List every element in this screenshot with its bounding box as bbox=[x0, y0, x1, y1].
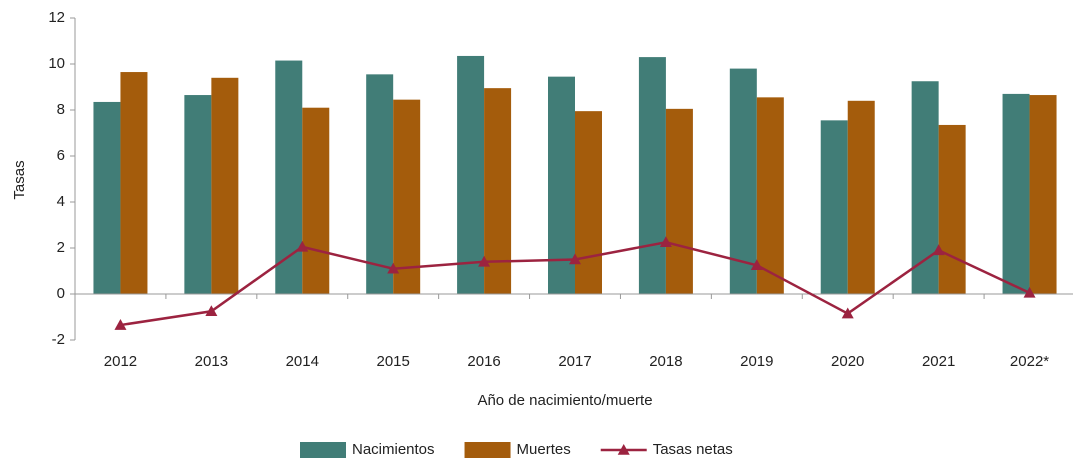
line-marker bbox=[841, 307, 854, 319]
legend-swatch-marker bbox=[617, 444, 630, 455]
y-tick-label: 6 bbox=[57, 147, 65, 164]
y-tick-label: 12 bbox=[48, 9, 65, 26]
y-tick-label: 0 bbox=[57, 285, 65, 302]
bar bbox=[847, 100, 875, 294]
legend-swatch bbox=[300, 442, 346, 458]
bar bbox=[820, 120, 848, 294]
line-marker bbox=[478, 255, 491, 267]
bar bbox=[1029, 95, 1057, 294]
bar bbox=[275, 60, 303, 294]
line-marker bbox=[569, 253, 581, 265]
x-tick-label: 2016 bbox=[467, 353, 500, 370]
bar bbox=[665, 108, 693, 294]
line-marker bbox=[205, 305, 218, 317]
bar bbox=[484, 88, 512, 295]
legend-swatch bbox=[464, 442, 511, 458]
legend-label: Muertes bbox=[517, 441, 571, 458]
bar bbox=[93, 101, 121, 294]
bar bbox=[756, 97, 784, 294]
x-tick-label: 2021 bbox=[922, 353, 955, 370]
bar bbox=[729, 68, 757, 294]
line-marker bbox=[932, 244, 945, 256]
x-tick-label: 2012 bbox=[104, 353, 137, 370]
line-marker bbox=[114, 319, 127, 330]
x-axis-title: Año de nacimiento/muerte bbox=[477, 392, 652, 409]
line-marker bbox=[659, 236, 672, 248]
y-tick-label: 4 bbox=[57, 193, 65, 210]
x-tick-label: 2017 bbox=[558, 353, 591, 370]
y-tick-label: -2 bbox=[52, 331, 65, 348]
bar bbox=[575, 111, 602, 295]
line-marker bbox=[296, 240, 309, 252]
line-marker bbox=[750, 259, 763, 271]
x-tick-label: 2013 bbox=[195, 353, 228, 370]
y-tick-label: 2 bbox=[57, 239, 65, 256]
bar bbox=[938, 124, 966, 294]
y-tick-label: 10 bbox=[48, 55, 65, 72]
x-tick-label: 2020 bbox=[831, 353, 864, 370]
line-marker bbox=[1023, 286, 1036, 298]
bar bbox=[120, 72, 148, 294]
y-tick-label: 8 bbox=[57, 101, 65, 118]
bar bbox=[211, 77, 239, 294]
x-tick-label: 2022* bbox=[1010, 353, 1049, 370]
y-axis-title: Tasas bbox=[11, 160, 28, 199]
bar bbox=[366, 74, 394, 294]
bar bbox=[184, 95, 212, 294]
bar bbox=[393, 99, 421, 295]
bar bbox=[1002, 93, 1030, 295]
bar bbox=[911, 81, 939, 294]
x-tick-label: 2014 bbox=[286, 353, 319, 370]
x-tick-label: 2019 bbox=[740, 353, 773, 370]
x-tick-label: 2015 bbox=[376, 353, 409, 370]
line-marker bbox=[387, 262, 400, 274]
bar bbox=[457, 55, 485, 295]
bar bbox=[638, 57, 666, 294]
bar bbox=[548, 76, 575, 295]
legend-label: Tasas netas bbox=[653, 441, 733, 458]
x-tick-label: 2018 bbox=[649, 353, 682, 370]
bar bbox=[302, 107, 330, 294]
legend-label: Nacimientos bbox=[352, 441, 435, 458]
